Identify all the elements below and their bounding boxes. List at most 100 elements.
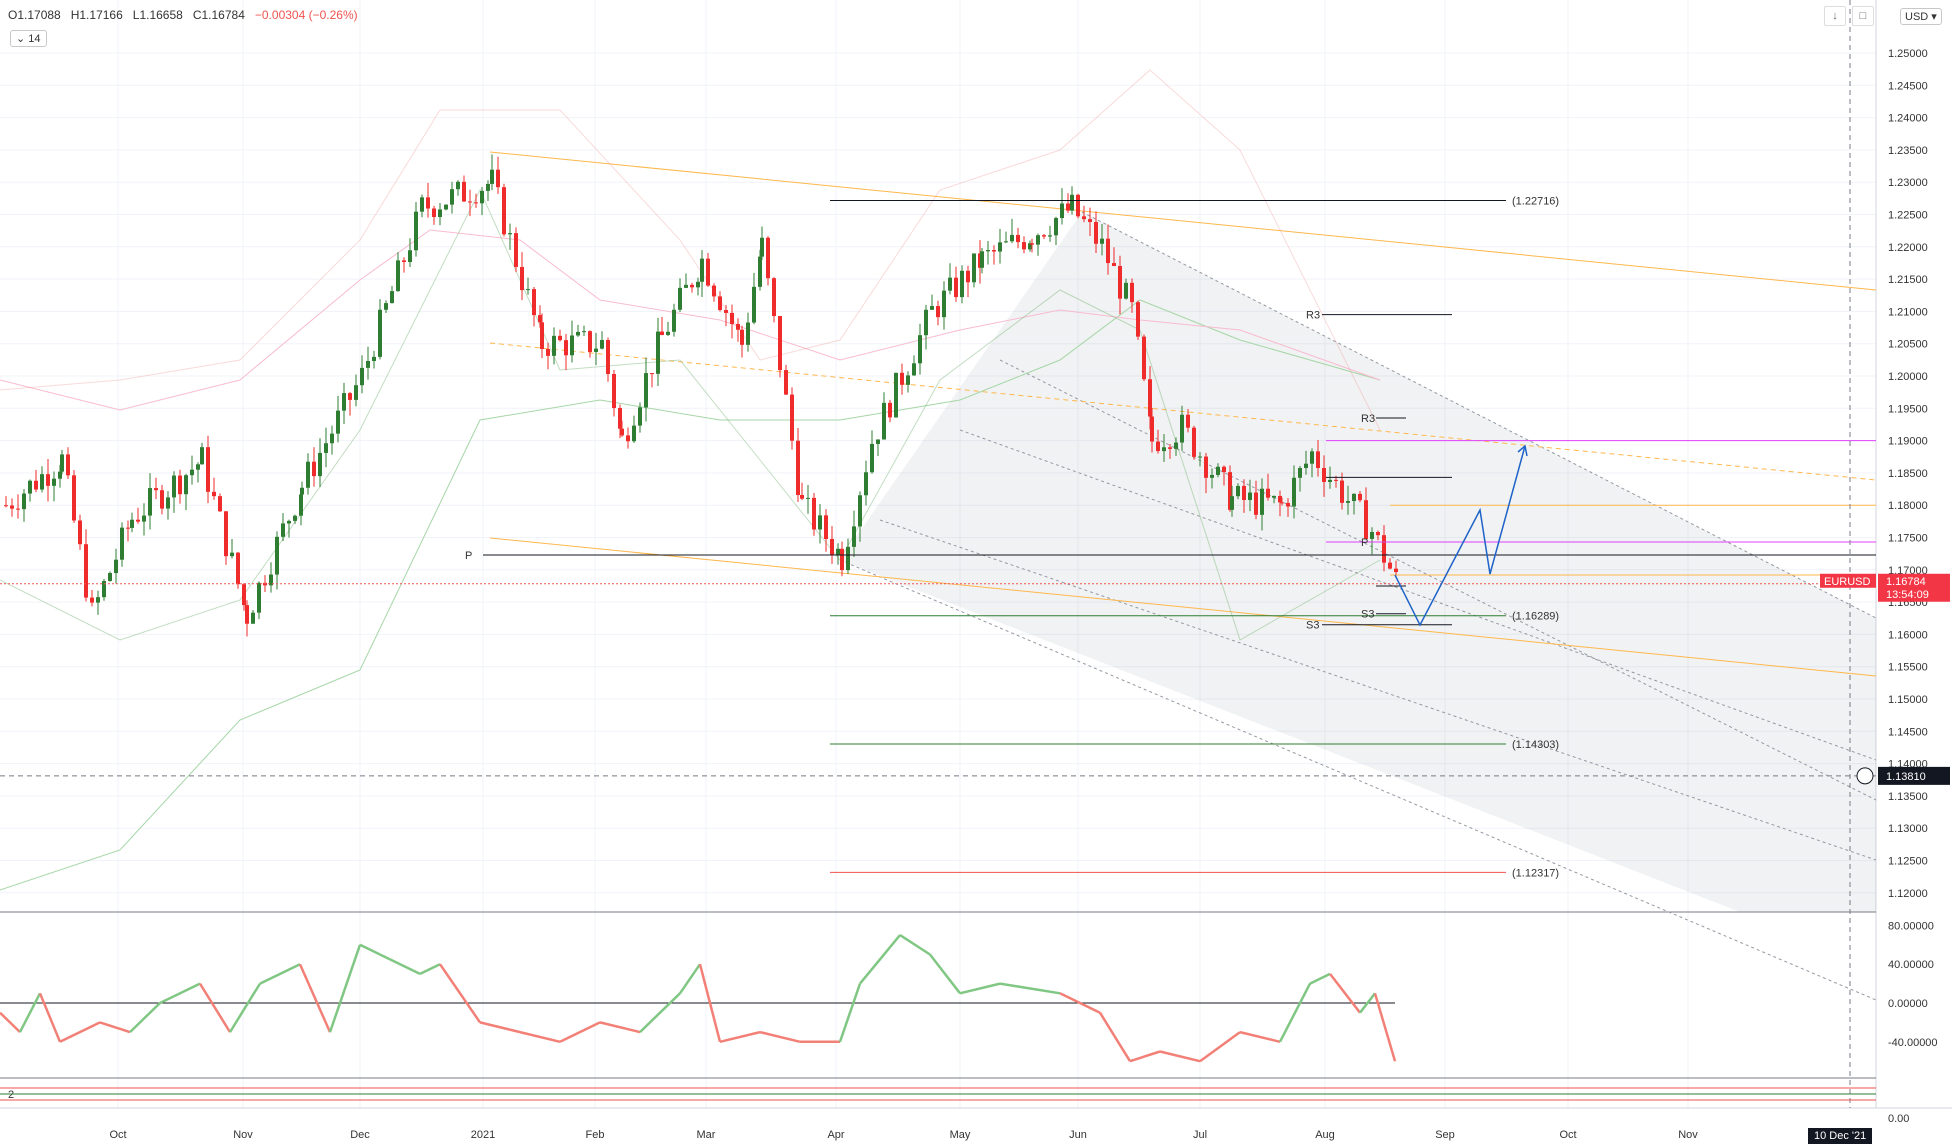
candle-body <box>942 290 946 318</box>
countdown-label: 13:54:09 <box>1886 589 1929 601</box>
crosshair-date-badge: 10 Dec '21 <box>1808 1128 1873 1144</box>
candle-body <box>864 472 868 496</box>
candle-body <box>212 491 216 497</box>
candle-body <box>740 329 744 345</box>
oscillator-segment <box>838 983 862 1043</box>
candle-body <box>166 497 170 509</box>
candle-body <box>894 372 898 418</box>
oscillator-segment <box>328 944 362 1033</box>
candle-body <box>1162 447 1166 452</box>
candle-body <box>766 237 770 279</box>
plus-icon <box>1856 767 1874 785</box>
high-value: H1.17166 <box>70 8 123 22</box>
candle-body <box>1216 466 1220 475</box>
oscillator-segment <box>1059 992 1101 1014</box>
candle-body <box>936 306 940 318</box>
oscillator-segment <box>999 982 1061 995</box>
lower-pane-label: 2 <box>8 1089 14 1101</box>
candle-body <box>196 464 200 470</box>
candle-body <box>840 548 844 571</box>
candle-body <box>1346 501 1350 503</box>
price-axis-tick: 1.24500 <box>1888 80 1928 92</box>
oscillator-segment <box>359 943 381 956</box>
candle-body <box>1076 194 1080 217</box>
candle-body <box>1094 221 1098 244</box>
candle-body <box>778 316 782 371</box>
candle-body <box>1156 441 1160 452</box>
oscillator-segment <box>1359 992 1376 1014</box>
candle-body <box>293 515 297 521</box>
candle-body <box>730 312 734 324</box>
candle-body <box>836 548 840 555</box>
currency-select[interactable]: USD ▾ <box>1900 8 1942 25</box>
oscillator-segment <box>1278 983 1312 1043</box>
candle-body <box>526 289 530 291</box>
oscillator-segment <box>438 963 482 1024</box>
candle-body <box>1066 203 1070 211</box>
candle-body <box>1394 568 1398 573</box>
indicator-period[interactable]: ⌄ 14 <box>10 30 47 47</box>
candle-body <box>1382 535 1386 563</box>
oscillator-segment <box>419 963 441 976</box>
candle-body <box>690 284 694 288</box>
candle-body <box>650 373 654 375</box>
candle-body <box>486 183 490 191</box>
candle-body <box>474 202 478 204</box>
price-axis-tick: 1.25000 <box>1888 48 1928 60</box>
candle-body <box>980 251 984 268</box>
candle-body <box>206 447 210 492</box>
candle-body <box>912 363 916 376</box>
price-axis-tick: 1.17500 <box>1888 533 1928 545</box>
candle-body <box>724 310 728 313</box>
candle-body <box>1054 218 1058 236</box>
candle-body <box>1370 532 1374 539</box>
candle-body <box>480 190 484 204</box>
candle-body <box>1376 532 1380 536</box>
price-axis-tick: 1.21500 <box>1888 274 1928 286</box>
candle-body <box>1118 265 1122 299</box>
candle-body <box>1210 474 1214 478</box>
price-axis-tick: 1.14500 <box>1888 726 1928 738</box>
candle-body <box>508 233 512 235</box>
price-axis-tick: 1.23000 <box>1888 177 1928 189</box>
candle-body <box>444 204 448 210</box>
oscillator-segment <box>228 982 262 1033</box>
chevron-down-icon: ⌄ <box>16 33 26 45</box>
price-axis-tick: 1.12000 <box>1888 888 1928 900</box>
pivot-label: R3 <box>1306 310 1320 322</box>
candle-body <box>1304 463 1308 469</box>
candle-body <box>824 515 828 539</box>
candle-body <box>660 331 664 335</box>
candle-body <box>818 515 822 530</box>
candle-body <box>200 447 204 465</box>
candle-body <box>1106 238 1110 264</box>
candle-body <box>336 410 340 434</box>
maximize-icon[interactable]: □ <box>1852 6 1874 26</box>
candle-body <box>1340 480 1344 503</box>
candle-body <box>148 488 152 516</box>
oscillator-segment <box>298 963 332 1033</box>
candle-body <box>496 169 500 188</box>
price-axis-tick: 1.12500 <box>1888 856 1928 868</box>
channel-line <box>959 429 1877 761</box>
candle-body <box>1278 495 1282 503</box>
candle-body <box>1248 492 1252 500</box>
candle-body <box>718 296 722 311</box>
candle-body <box>1388 562 1392 569</box>
oscillator-segment <box>259 963 301 985</box>
candle-body <box>1334 479 1338 481</box>
candle-body <box>130 519 134 528</box>
candle-body <box>468 201 472 203</box>
candle-body <box>760 237 764 257</box>
candle-body <box>184 475 188 495</box>
candle-body <box>84 544 88 598</box>
download-icon[interactable]: ↓ <box>1824 6 1846 26</box>
candle-body <box>1266 488 1270 498</box>
candle-body <box>1192 427 1196 457</box>
price-axis-tick: 1.20500 <box>1888 339 1928 351</box>
candle-body <box>102 581 106 598</box>
oscillator-tick: -40.00000 <box>1888 1037 1938 1049</box>
price-axis-tick: 1.18000 <box>1888 500 1928 512</box>
oscillator-segment <box>198 982 232 1033</box>
